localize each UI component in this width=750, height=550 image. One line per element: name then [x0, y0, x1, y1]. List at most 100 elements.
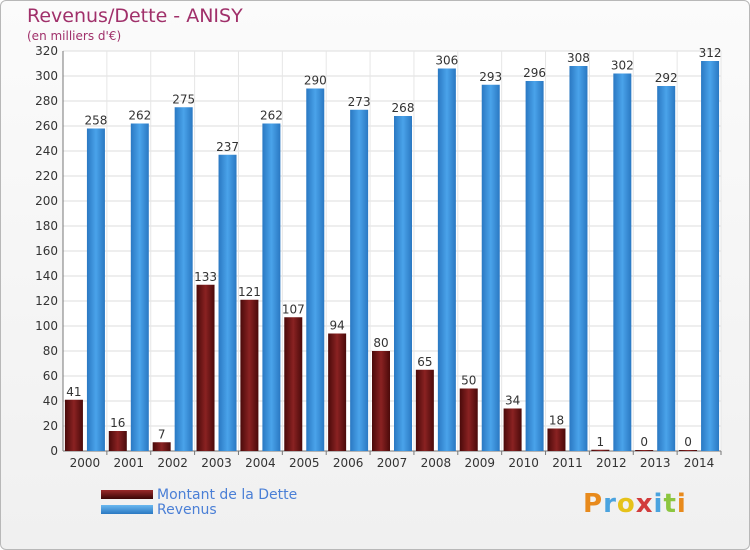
axes: 0204060801001201401601802002202402602803…	[35, 44, 722, 470]
y-tick-label: 40	[43, 394, 58, 408]
legend-label-revenus: Revenus	[157, 501, 217, 518]
y-tick-label: 120	[35, 294, 58, 308]
bar-dette	[64, 399, 83, 451]
y-tick-label: 260	[35, 119, 58, 133]
bar-revenus	[701, 61, 720, 451]
bar-dette	[284, 317, 303, 451]
y-tick-label: 60	[43, 369, 58, 383]
bar-dette	[415, 369, 434, 451]
bar-dette	[679, 450, 698, 451]
value-label-revenus: 306	[435, 54, 458, 68]
value-label-dette: 0	[640, 435, 648, 449]
bar-dette	[547, 428, 566, 451]
y-tick-label: 200	[35, 194, 58, 208]
value-label-revenus: 273	[348, 95, 371, 109]
legend: Montant de la Dette Revenus	[101, 486, 298, 518]
value-label-dette: 50	[461, 374, 476, 388]
logo-letter: o	[616, 489, 636, 519]
x-tick-label: 2012	[596, 456, 627, 470]
bar-dette	[591, 449, 610, 451]
chart-title: Revenus/Dette - ANISY	[27, 5, 243, 27]
y-tick-label: 220	[35, 169, 58, 183]
bars	[64, 61, 720, 451]
y-tick-label: 240	[35, 144, 58, 158]
legend-swatch-debt	[101, 490, 153, 499]
bar-dette	[328, 333, 347, 451]
bar-revenus	[569, 66, 588, 451]
bar-revenus	[218, 154, 237, 451]
y-tick-label: 140	[35, 269, 58, 283]
bar-revenus	[174, 107, 193, 451]
y-tick-label: 280	[35, 94, 58, 108]
x-tick-label: 2007	[377, 456, 408, 470]
bar-revenus	[86, 128, 105, 451]
value-label-revenus: 237	[216, 140, 239, 154]
value-label-revenus: 293	[479, 70, 502, 84]
bar-dette	[196, 284, 215, 451]
y-tick-label: 300	[35, 69, 58, 83]
x-tick-label: 2010	[508, 456, 539, 470]
y-tick-label: 0	[50, 444, 58, 458]
value-label-revenus: 275	[172, 92, 195, 106]
y-tick-label: 180	[35, 219, 58, 233]
bar-revenus	[613, 73, 632, 451]
logo-letter: i	[676, 489, 687, 519]
bar-revenus	[437, 68, 456, 451]
value-labels: 41 258 16 262 7 275 133 237 121 262 107 290 94 273 80 2…	[66, 46, 721, 449]
bar-revenus	[481, 84, 500, 451]
value-label-revenus: 302	[611, 59, 634, 73]
bar-revenus	[350, 109, 369, 451]
legend-swatch-revenus	[101, 505, 153, 514]
value-label-dette: 121	[238, 285, 261, 299]
bar-dette	[152, 442, 171, 451]
value-label-revenus: 258	[84, 114, 107, 128]
value-label-revenus: 296	[523, 66, 546, 80]
value-label-dette: 94	[329, 319, 344, 333]
value-label-dette: 65	[417, 355, 432, 369]
bar-revenus	[657, 86, 676, 451]
bar-revenus	[130, 123, 149, 451]
bar-dette	[503, 408, 522, 451]
value-label-revenus: 262	[128, 109, 151, 123]
x-tick-label: 2008	[421, 456, 452, 470]
bar-revenus	[306, 88, 325, 451]
x-tick-label: 2014	[684, 456, 715, 470]
x-tick-label: 2011	[552, 456, 583, 470]
value-label-dette: 41	[66, 385, 81, 399]
x-tick-label: 2000	[70, 456, 101, 470]
y-tick-label: 320	[35, 44, 58, 58]
value-label-dette: 0	[684, 435, 692, 449]
x-tick-label: 2006	[333, 456, 364, 470]
y-tick-label: 80	[43, 344, 58, 358]
legend-item-debt: Montant de la Dette	[101, 486, 298, 503]
bar-revenus	[525, 81, 544, 451]
x-tick-label: 2013	[640, 456, 671, 470]
bar-dette	[108, 431, 127, 451]
logo-letter: t	[663, 489, 677, 519]
value-label-dette: 7	[158, 427, 166, 441]
x-tick-label: 2003	[201, 456, 232, 470]
proxiti-logo: Proxiti	[583, 489, 687, 519]
bar-dette	[240, 299, 259, 451]
value-label-dette: 16	[110, 416, 125, 430]
value-label-dette: 107	[282, 302, 305, 316]
x-tick-label: 2009	[464, 456, 495, 470]
bar-revenus	[394, 116, 412, 451]
bar-dette	[459, 388, 478, 451]
value-label-revenus: 268	[392, 101, 415, 115]
bar-dette	[372, 351, 390, 451]
logo-letter: P	[583, 489, 604, 519]
legend-label-debt: Montant de la Dette	[157, 486, 298, 503]
y-tick-label: 100	[35, 319, 58, 333]
y-tick-label: 160	[35, 244, 58, 258]
x-tick-label: 2005	[289, 456, 320, 470]
value-label-dette: 133	[194, 270, 217, 284]
value-label-revenus: 312	[699, 46, 722, 60]
x-tick-label: 2002	[157, 456, 188, 470]
legend-item-revenus: Revenus	[101, 501, 297, 518]
chart-subtitle: (en milliers d'€)	[27, 29, 122, 43]
y-tick-label: 20	[43, 419, 58, 433]
gridlines	[62, 50, 722, 452]
